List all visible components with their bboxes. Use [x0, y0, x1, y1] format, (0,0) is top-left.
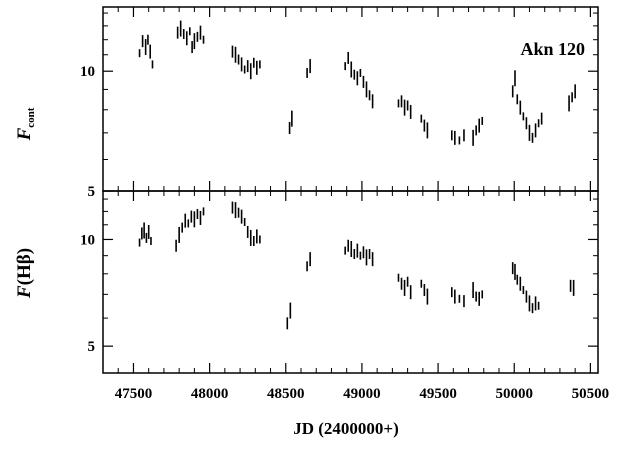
bottom-frame [102, 190, 599, 374]
x-tick-label: 50500 [572, 386, 610, 402]
annotation-akn120: Akn 120 [520, 39, 585, 59]
y-axis-title-bottom-sub: (Hβ) [14, 248, 35, 285]
top-ytick-label: 10 [80, 64, 95, 80]
y-axis-title-top: Fcont [14, 107, 37, 141]
x-tick-label: 47500 [115, 386, 153, 402]
bottom-panel-hbeta: 5 10 47500 48000 48500 49000 49500 50000 50500 [80, 190, 610, 402]
x-tick-label: 48500 [267, 386, 305, 402]
x-tick-label: 49000 [343, 386, 381, 402]
x-tick-label: 50000 [495, 386, 533, 402]
bottom-ytick-label: 10 [80, 232, 95, 248]
top-panel-continuum: 5 10 [80, 6, 599, 200]
bottom-ytick-label: 5 [88, 339, 96, 355]
y-axis-title-bottom: F(Hβ) [14, 248, 35, 299]
top-ytick-label: 5 [88, 184, 96, 200]
x-tick-label: 49500 [419, 386, 457, 402]
x-axis-title: JD (2400000+) [293, 419, 399, 438]
x-tick-label: 48000 [191, 386, 229, 402]
y-axis-title-top-sub: cont [25, 107, 37, 128]
